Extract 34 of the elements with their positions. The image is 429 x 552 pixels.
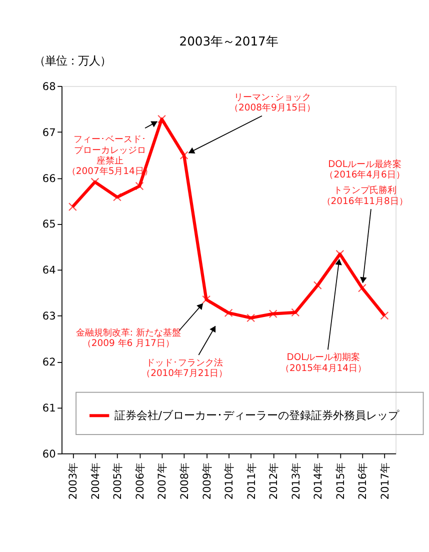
x-tick-label: 2011年 — [246, 462, 258, 500]
y-axis-title: （単位：万人） — [34, 53, 111, 68]
y-tick-label: 67 — [42, 126, 56, 139]
annotation: DOLルール初期案（2015年4月14日） — [280, 352, 367, 374]
annotation: ドッド･フランク法（2010年7月21日） — [142, 358, 228, 380]
y-tick-label: 60 — [42, 448, 56, 460]
x-tick-label: 2017年 — [379, 462, 392, 500]
x-tick-label: 2006年 — [134, 462, 146, 500]
annotation: トランプ氏勝利（2016年11月8日） — [322, 185, 408, 207]
y-tick-label: 62 — [42, 356, 56, 369]
annotation: リーマン･ショック（2008年9月15日） — [229, 92, 316, 114]
x-tick-label: 2010年 — [224, 462, 236, 500]
annotation: 金融規制改革: 新たな基盤（2009 年6 月17日） — [76, 328, 181, 350]
y-tick-label: 66 — [42, 172, 56, 185]
x-tick-label: 2014年 — [312, 462, 325, 500]
x-tick-label: 2009年 — [201, 462, 214, 500]
y-tick-label: 61 — [42, 402, 56, 414]
x-tick-label: 2016年 — [357, 462, 370, 500]
x-tick-label: 2003年 — [68, 462, 80, 500]
y-tick-label: 63 — [42, 310, 56, 323]
chart-title: 2003年～2017年 — [179, 34, 278, 49]
x-tick-label: 2007年 — [156, 462, 169, 500]
x-tick-label: 2012年 — [268, 462, 280, 500]
y-tick-label: 64 — [42, 264, 56, 277]
x-tick-label: 2013年 — [290, 462, 302, 500]
annotation: フィー･ベースド･ブローカレッジロ座禁止（2007年5月14日） — [66, 134, 153, 177]
legend-label: 証券会社/ブローカー･ディーラーの登録証券外務員レップ — [114, 409, 400, 422]
x-tick-label: 2004年 — [90, 462, 102, 500]
x-tick-label: 2015年 — [334, 462, 347, 500]
x-tick-label: 2005年 — [112, 462, 124, 500]
y-tick-label: 65 — [42, 218, 56, 231]
annotation: DOLルール最終案（2016年4月6日） — [324, 158, 405, 180]
x-tick-label: 2008年 — [178, 462, 191, 500]
y-tick-label: 68 — [42, 80, 56, 93]
